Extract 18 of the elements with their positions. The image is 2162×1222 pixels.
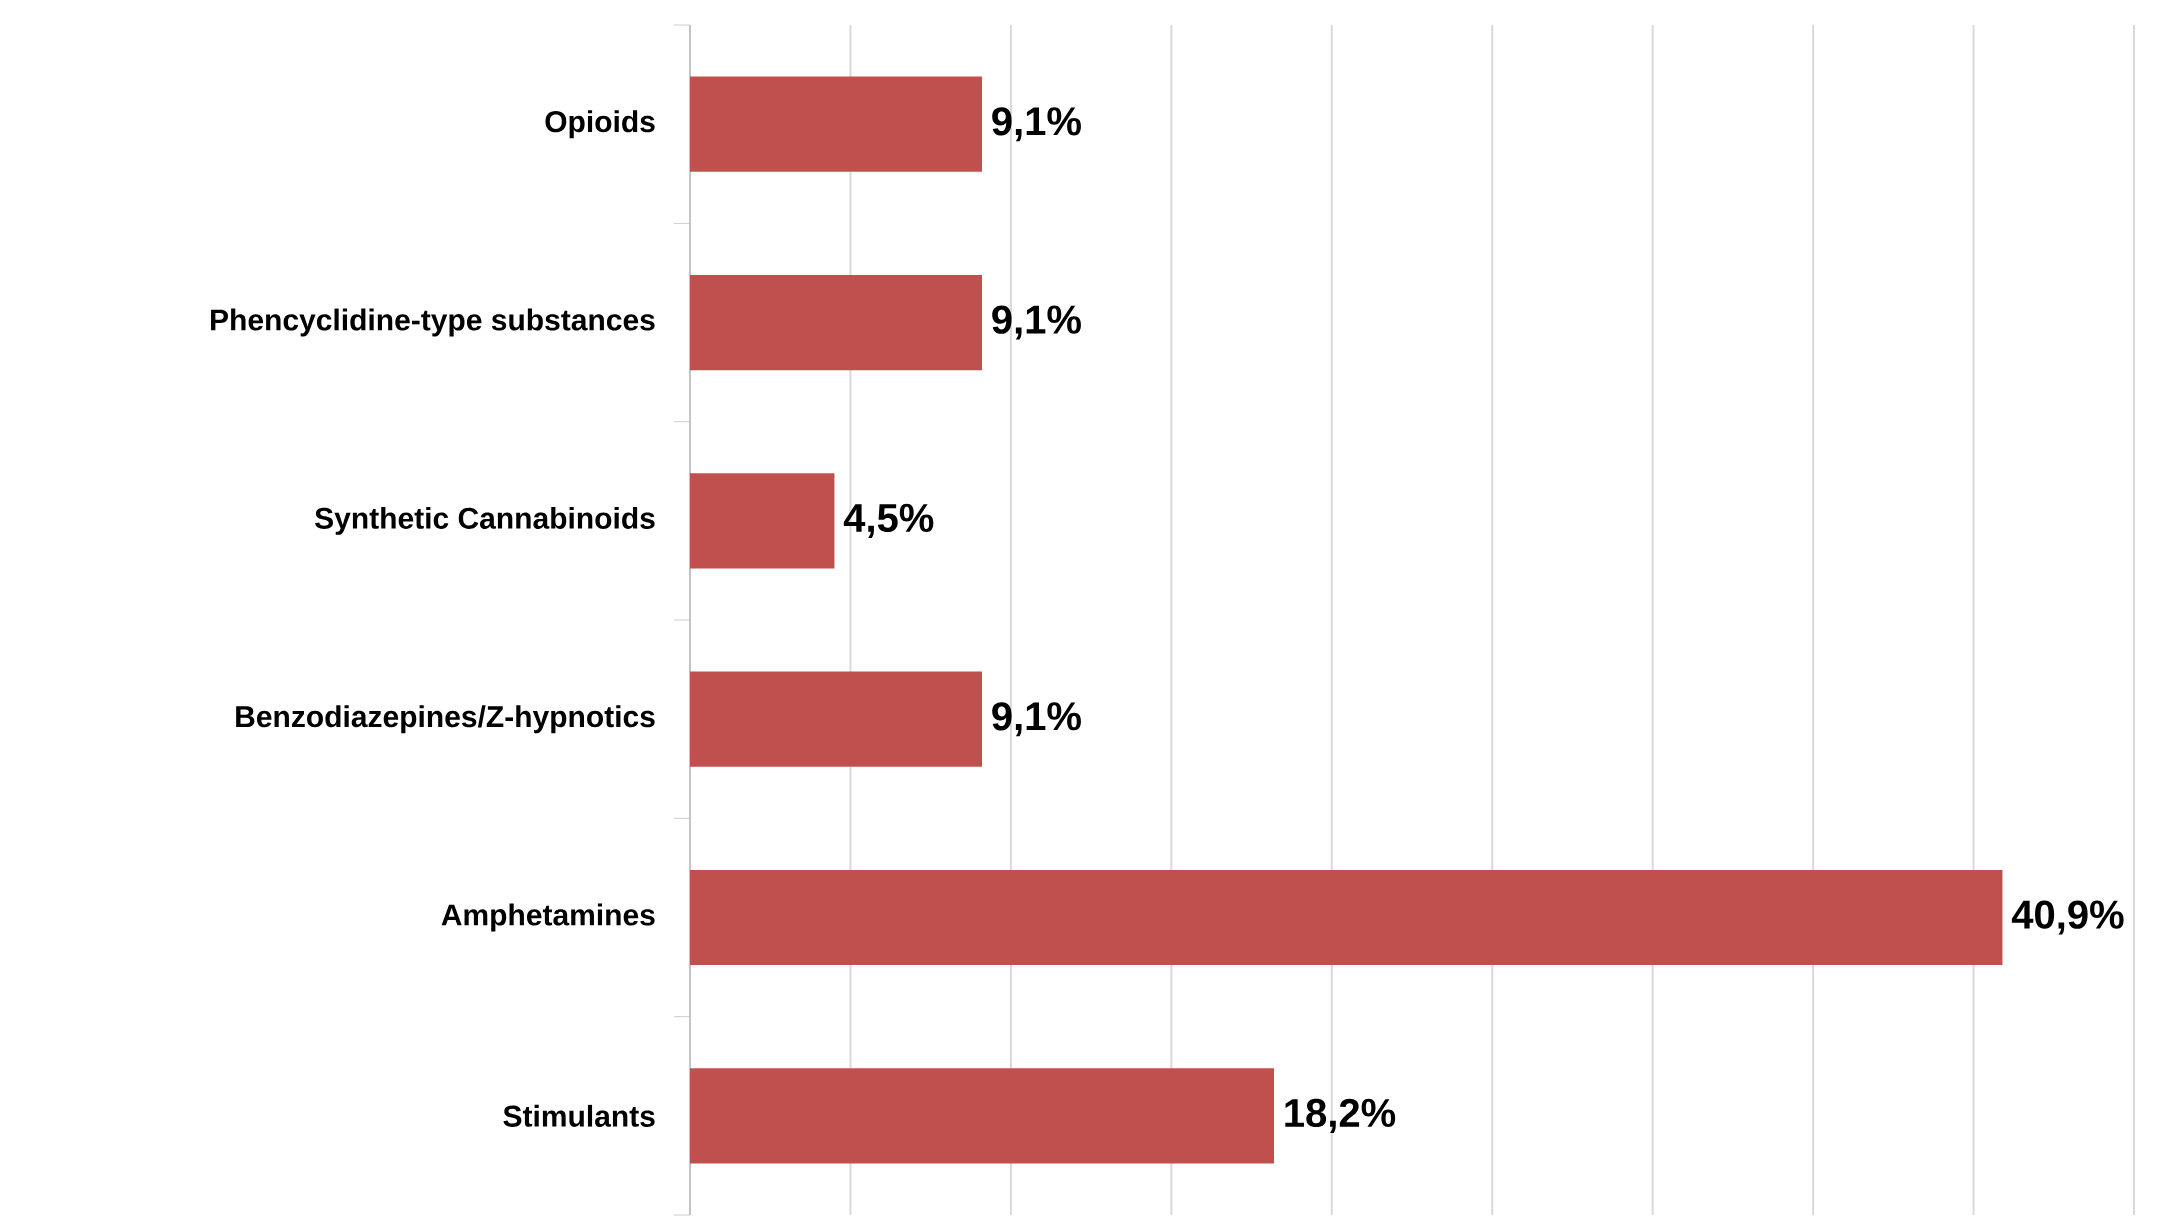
data-label: 9,1% <box>992 702 1081 737</box>
y-tick-label: Amphetamines <box>441 903 655 932</box>
bar <box>690 274 983 371</box>
bar <box>690 1068 1275 1164</box>
y-tick-label: Synthetic Cannabinoids <box>315 506 655 535</box>
data-label: 4,5% <box>843 503 934 538</box>
bar <box>690 869 2003 966</box>
y-tick-label: Opioids <box>545 110 655 139</box>
y-tick-label: Phencyclidine-type substances <box>211 308 655 337</box>
y-tick-label: Benzodiazepines/Z-hypnotics <box>236 705 655 734</box>
bar <box>690 671 983 767</box>
data-label: 18,2% <box>1285 1098 1396 1133</box>
data-label: 9,1% <box>992 305 1081 340</box>
bar <box>690 76 983 172</box>
data-label: 9,1% <box>992 107 1081 142</box>
bar <box>690 473 835 569</box>
y-tick-label: Stimulants <box>503 1104 655 1127</box>
data-label: 40,9% <box>2011 900 2124 935</box>
